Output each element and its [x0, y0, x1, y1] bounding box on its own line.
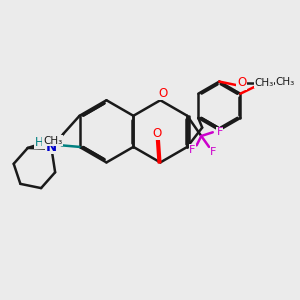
Text: F: F — [216, 127, 223, 137]
Text: O: O — [258, 76, 267, 89]
Text: CH₃: CH₃ — [275, 77, 294, 87]
Text: HO: HO — [35, 136, 53, 149]
Text: O: O — [237, 76, 246, 89]
Text: O: O — [158, 87, 167, 100]
Text: CH₃: CH₃ — [43, 136, 62, 146]
Text: F: F — [210, 147, 217, 157]
Text: O: O — [153, 127, 162, 140]
Text: N: N — [46, 141, 57, 154]
Text: F: F — [189, 145, 195, 155]
Text: CH₃: CH₃ — [254, 77, 273, 88]
